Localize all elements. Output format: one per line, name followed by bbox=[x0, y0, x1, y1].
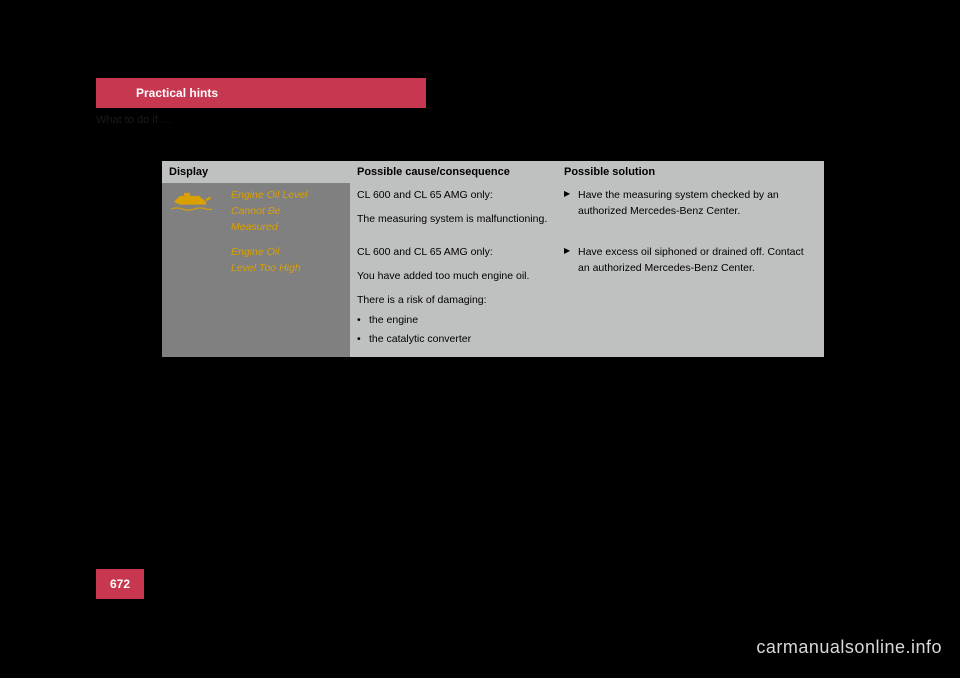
column-header-cause: Possible cause/consequence bbox=[350, 161, 557, 183]
table-row: Engine Oil Level Cannot Be Measured CL 6… bbox=[162, 183, 824, 240]
column-header-display: Display bbox=[162, 161, 350, 183]
cause-cell: CL 600 and CL 65 AMG only: The measuring… bbox=[350, 183, 557, 240]
display-message-cell: Engine Oil Level Too High bbox=[224, 240, 350, 357]
cause-bullet-item: the engine bbox=[357, 313, 550, 329]
display-message-line: Engine Oil bbox=[231, 245, 343, 261]
cause-cell: CL 600 and CL 65 AMG only: You have adde… bbox=[350, 240, 557, 357]
cause-bullet-list: the engine the catalytic converter bbox=[357, 313, 550, 349]
cause-bullet-item: the catalytic converter bbox=[357, 332, 550, 348]
cause-intro: CL 600 and CL 65 AMG only: bbox=[357, 188, 550, 204]
display-message-cell: Engine Oil Level Cannot Be Measured bbox=[224, 183, 350, 240]
solution-cell: Have the measuring system checked by an … bbox=[557, 183, 824, 240]
solution-item: Have the measuring system checked by an … bbox=[564, 188, 817, 220]
cause-intro: CL 600 and CL 65 AMG only: bbox=[357, 245, 550, 261]
section-subtitle: What to do if … bbox=[96, 114, 172, 126]
solution-list: Have excess oil siphoned or drained off.… bbox=[564, 245, 817, 277]
display-message-line: Engine Oil Level bbox=[231, 188, 343, 204]
cause-risk: There is a risk of damaging: bbox=[357, 293, 550, 309]
table-row: Engine Oil Level Too High CL 600 and CL … bbox=[162, 240, 824, 357]
table-header-row: Display Possible cause/consequence Possi… bbox=[162, 161, 824, 183]
solution-item: Have excess oil siphoned or drained off.… bbox=[564, 245, 817, 277]
display-message-line: Cannot Be bbox=[231, 204, 343, 220]
column-header-solution: Possible solution bbox=[557, 161, 824, 183]
page-number: 672 bbox=[96, 569, 144, 599]
watermark: carmanualsonline.info bbox=[756, 637, 942, 658]
cause-body: You have added too much engine oil. bbox=[357, 269, 550, 285]
display-message-line: Measured bbox=[231, 220, 343, 236]
cause-body: The measuring system is malfunctioning. bbox=[357, 212, 550, 228]
section-title: Practical hints bbox=[136, 86, 218, 100]
solution-list: Have the measuring system checked by an … bbox=[564, 188, 817, 220]
oil-icon-cell bbox=[162, 183, 224, 357]
display-message-line: Level Too High bbox=[231, 261, 343, 277]
section-header-band: Practical hints bbox=[96, 78, 426, 108]
oil-can-icon bbox=[169, 190, 214, 212]
solution-cell: Have excess oil siphoned or drained off.… bbox=[557, 240, 824, 357]
diagnostic-table: Display Possible cause/consequence Possi… bbox=[162, 161, 824, 357]
